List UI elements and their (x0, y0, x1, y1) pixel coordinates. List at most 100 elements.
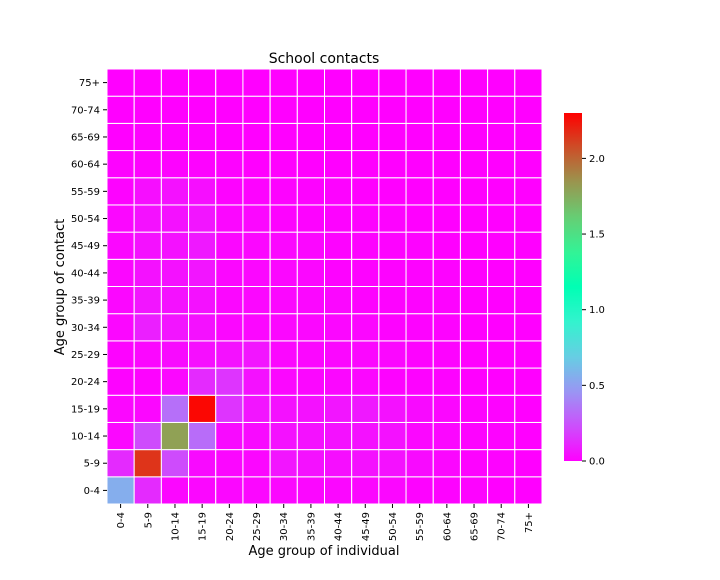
heatmap-cell (487, 258, 516, 287)
heatmap-cell (215, 394, 244, 423)
colorbar-tick-label: 1.0 (589, 305, 605, 316)
heatmap-cell (432, 367, 461, 396)
heatmap-cell (133, 231, 162, 260)
x-tick-label: 50-54 (388, 512, 399, 541)
heatmap-cell (514, 421, 543, 451)
heatmap-cell (351, 367, 380, 396)
y-tick-label: 20-24 (71, 377, 100, 388)
heatmap-cell (432, 231, 461, 260)
heatmap-cell (487, 95, 516, 124)
heatmap-cell (514, 476, 543, 505)
heatmap-cell (405, 367, 434, 396)
heatmap-cell (514, 258, 543, 287)
heatmap-cell (514, 340, 543, 369)
heatmap-cell (378, 231, 407, 260)
heatmap-cell (405, 286, 434, 315)
heatmap-cell (324, 394, 353, 423)
heatmap-cell (378, 340, 407, 369)
heatmap-cell (405, 150, 434, 179)
heatmap-cell (160, 313, 190, 342)
heatmap-cell (188, 204, 217, 233)
heatmap-cell (487, 122, 516, 152)
y-tick-label: 50-54 (71, 214, 100, 225)
heatmap-cell (514, 286, 543, 315)
heatmap-cell (432, 177, 461, 206)
heatmap-cell (188, 476, 217, 505)
heatmap-cell (106, 258, 135, 287)
heatmap-cell (106, 449, 135, 478)
heatmap-cell (378, 150, 407, 179)
heatmap-cell (296, 313, 325, 342)
heatmap-cell (514, 449, 543, 478)
heatmap-cell (296, 150, 325, 179)
heatmap-cell (514, 231, 543, 260)
heatmap-cell (242, 231, 271, 260)
heatmap-cell (160, 177, 190, 206)
heatmap-cell (215, 340, 244, 369)
heatmap-cell (324, 367, 353, 396)
heatmap-cell (351, 313, 380, 342)
heatmap-cell (133, 367, 162, 396)
heatmap-cell (432, 476, 461, 505)
heatmap-cell (296, 367, 325, 396)
heatmap-cell (106, 68, 135, 97)
heatmap-cell (432, 394, 461, 423)
heatmap-cell (106, 204, 135, 233)
heatmap-cell (242, 449, 271, 478)
heatmap-cell (106, 313, 135, 342)
heatmap-cell (487, 367, 516, 396)
heatmap-cell (351, 68, 380, 97)
heatmap-cell (351, 421, 380, 451)
heatmap-cell (459, 258, 489, 287)
heatmap-cell (160, 95, 190, 124)
heatmap-cell (269, 286, 298, 315)
heatmap-cell (459, 204, 489, 233)
heatmap-cell (432, 150, 461, 179)
heatmap-cell (351, 177, 380, 206)
heatmap-cell (432, 204, 461, 233)
heatmap-cell (269, 95, 298, 124)
heatmap-cell (160, 476, 190, 505)
heatmap-cell (188, 150, 217, 179)
heatmap-cell (215, 177, 244, 206)
heatmap-cell (215, 367, 244, 396)
heatmap-cell (106, 231, 135, 260)
y-tick-label: 45-49 (71, 241, 100, 252)
heatmap-cell (106, 421, 135, 451)
heatmap-cell (160, 150, 190, 179)
heatmap-cell (242, 68, 271, 97)
heatmap-cell (324, 177, 353, 206)
y-tick-label: 0-4 (84, 486, 100, 497)
heatmap-cell (459, 122, 489, 152)
heatmap-cell (160, 394, 190, 423)
heatmap-cell (351, 204, 380, 233)
heatmap-cell (269, 421, 298, 451)
heatmap-cell (514, 394, 543, 423)
heatmap-cell (269, 394, 298, 423)
heatmap-cell (242, 122, 271, 152)
heatmap-cell (188, 258, 217, 287)
heatmap-cell (242, 286, 271, 315)
heatmap-cell (215, 313, 244, 342)
heatmap-cell (296, 394, 325, 423)
heatmap-cell (188, 421, 217, 451)
heatmap-cell (405, 449, 434, 478)
heatmap-cell (269, 340, 298, 369)
heatmap-cell (378, 449, 407, 478)
colorbar-tick-label: 1.5 (589, 230, 605, 241)
x-tick-label: 55-59 (415, 512, 426, 541)
heatmap-cell (160, 340, 190, 369)
x-tick-label: 5-9 (143, 512, 154, 528)
heatmap-cell (188, 286, 217, 315)
heatmap-cell (242, 204, 271, 233)
heatmap-cell (106, 476, 135, 505)
heatmap-cell (487, 150, 516, 179)
heatmap-cell (487, 476, 516, 505)
y-tick-label: 55-59 (71, 187, 100, 198)
heatmap-cell (133, 95, 162, 124)
heatmap-cell (487, 231, 516, 260)
heatmap-cell (133, 150, 162, 179)
heatmap-cell (215, 476, 244, 505)
colorbar-tick-label: 0.0 (589, 457, 605, 468)
